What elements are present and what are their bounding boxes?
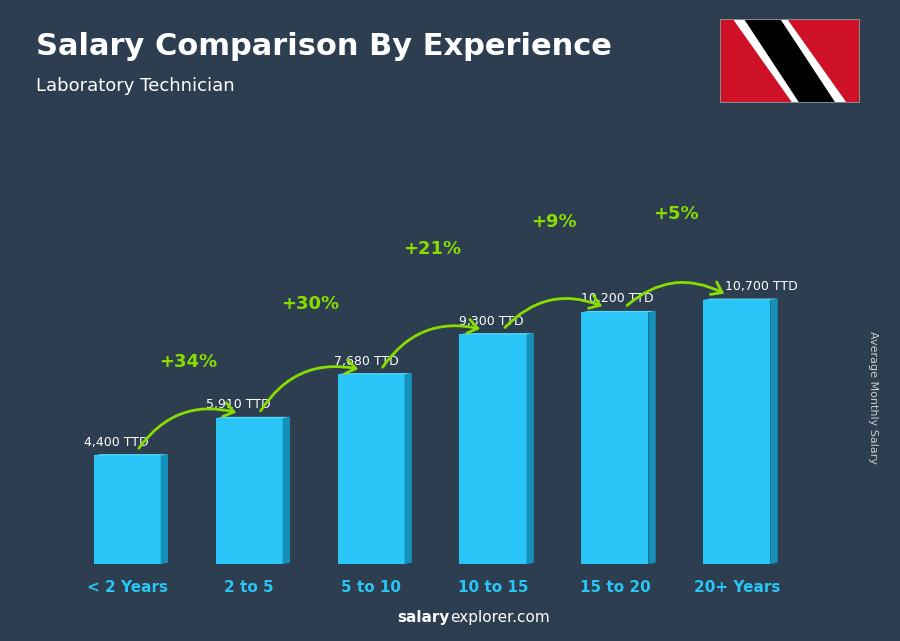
Text: +9%: +9% bbox=[531, 213, 577, 231]
Text: +30%: +30% bbox=[281, 295, 339, 313]
Text: Salary Comparison By Experience: Salary Comparison By Experience bbox=[36, 32, 612, 61]
FancyArrowPatch shape bbox=[139, 403, 234, 448]
Text: +34%: +34% bbox=[159, 353, 217, 371]
FancyArrowPatch shape bbox=[627, 282, 722, 306]
Polygon shape bbox=[216, 417, 290, 418]
Polygon shape bbox=[733, 19, 847, 103]
Polygon shape bbox=[526, 333, 534, 564]
Text: 10,700 TTD: 10,700 TTD bbox=[724, 280, 797, 293]
Polygon shape bbox=[94, 456, 161, 564]
Text: explorer.com: explorer.com bbox=[450, 610, 550, 625]
Polygon shape bbox=[581, 311, 656, 312]
Text: 5,910 TTD: 5,910 TTD bbox=[206, 398, 271, 412]
Polygon shape bbox=[720, 19, 859, 103]
FancyArrowPatch shape bbox=[261, 360, 356, 411]
Polygon shape bbox=[770, 299, 778, 564]
Polygon shape bbox=[459, 333, 534, 335]
Text: 7,680 TTD: 7,680 TTD bbox=[335, 354, 400, 367]
Polygon shape bbox=[94, 454, 168, 456]
Polygon shape bbox=[648, 311, 656, 564]
Text: salary: salary bbox=[398, 610, 450, 625]
Polygon shape bbox=[338, 373, 412, 374]
Polygon shape bbox=[283, 417, 290, 564]
Polygon shape bbox=[216, 418, 283, 564]
Polygon shape bbox=[161, 454, 168, 564]
FancyArrowPatch shape bbox=[382, 319, 478, 367]
Text: 4,400 TTD: 4,400 TTD bbox=[85, 435, 149, 449]
Text: Laboratory Technician: Laboratory Technician bbox=[36, 77, 235, 95]
Polygon shape bbox=[459, 335, 526, 564]
Polygon shape bbox=[338, 374, 405, 564]
Text: +21%: +21% bbox=[403, 240, 461, 258]
Text: 10,200 TTD: 10,200 TTD bbox=[580, 292, 653, 305]
Polygon shape bbox=[581, 312, 648, 564]
Text: +5%: +5% bbox=[653, 205, 698, 223]
Text: Average Monthly Salary: Average Monthly Salary bbox=[868, 331, 878, 464]
Polygon shape bbox=[405, 373, 412, 564]
Polygon shape bbox=[744, 19, 835, 103]
Polygon shape bbox=[703, 300, 770, 564]
Text: 9,300 TTD: 9,300 TTD bbox=[459, 315, 524, 328]
Polygon shape bbox=[703, 299, 778, 300]
FancyArrowPatch shape bbox=[505, 296, 600, 328]
